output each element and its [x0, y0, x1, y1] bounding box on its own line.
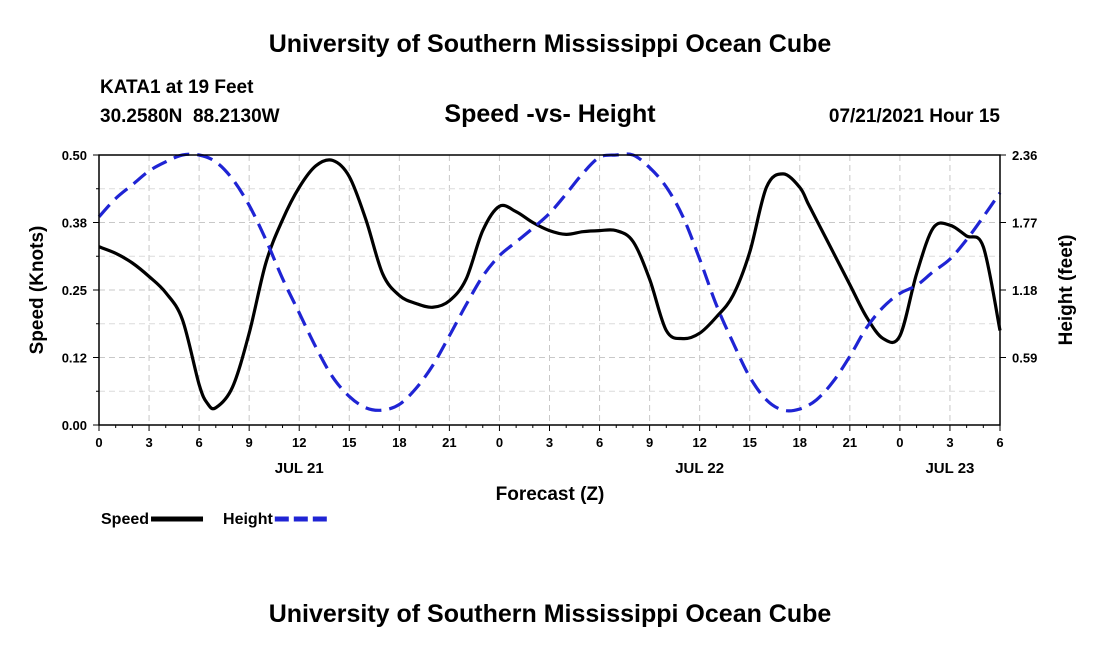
- x-tick-label: 0: [95, 435, 102, 450]
- y-right-axis-title: Height (feet): [1056, 235, 1077, 346]
- y-left-tick-label: 0.50: [62, 148, 87, 163]
- station-name: KATA1 at 19 Feet: [100, 77, 254, 98]
- y-left-tick-label: 0.25: [62, 283, 87, 298]
- y-right-tick-label: 2.36: [1012, 148, 1037, 163]
- x-tick-label: 21: [843, 435, 857, 450]
- chart-subtitle: Speed -vs- Height: [444, 100, 656, 128]
- x-tick-label: 0: [896, 435, 903, 450]
- date-label: JUL 21: [275, 460, 324, 477]
- x-axis-title: Forecast (Z): [496, 484, 605, 505]
- y-left-axis-title: Speed (Knots): [27, 226, 48, 355]
- x-tick-label: 6: [596, 435, 603, 450]
- legend: Speed Height: [101, 511, 327, 528]
- x-tick-label: 15: [742, 435, 756, 450]
- axis-labels: 0 3 6 9 12 15 18 21 0 3 6 9 12 15 18 21 0 3 6 JUL 21 JUL 22 J…: [27, 148, 1077, 505]
- series-line-speed: [98, 158, 1002, 411]
- x-tick-label: 12: [692, 435, 706, 450]
- legend-label-speed: Speed: [101, 511, 149, 528]
- y-left-tick-label: 0.00: [62, 418, 87, 433]
- y-right-tick-label: 1.18: [1012, 283, 1037, 298]
- station-coordinates: 30.2580N 88.2130W: [100, 106, 280, 127]
- x-tick-label: 9: [646, 435, 653, 450]
- page-title-top: University of Southern Mississippi Ocean…: [268, 30, 832, 58]
- y-right-tick-label: 0.59: [1012, 351, 1037, 366]
- x-tick-label: 3: [946, 435, 953, 450]
- x-tick-label: 15: [342, 435, 356, 450]
- x-tick-label: 3: [145, 435, 152, 450]
- x-tick-label: 6: [195, 435, 202, 450]
- axis-ticks: [93, 154, 1006, 431]
- page-title-bottom: University of Southern Mississippi Ocean…: [268, 600, 832, 628]
- y-right-tick-label: 1.77: [1012, 216, 1037, 231]
- x-tick-label: 3: [546, 435, 553, 450]
- date-label: JUL 22: [675, 460, 724, 477]
- x-tick-label: 12: [292, 435, 306, 450]
- x-tick-label: 18: [392, 435, 406, 450]
- y-left-tick-label: 0.38: [62, 216, 87, 231]
- series-line-height: [97, 152, 1002, 413]
- x-tick-label: 0: [496, 435, 503, 450]
- series-lines: [97, 152, 1002, 413]
- x-tick-label: 21: [442, 435, 456, 450]
- x-tick-label: 6: [996, 435, 1003, 450]
- forecast-datetime: 07/21/2021 Hour 15: [828, 106, 1000, 127]
- legend-label-height: Height: [223, 511, 273, 528]
- y-left-tick-label: 0.12: [62, 351, 87, 366]
- date-label: JUL 23: [925, 460, 974, 477]
- x-tick-label: 9: [246, 435, 253, 450]
- x-tick-label: 18: [793, 435, 807, 450]
